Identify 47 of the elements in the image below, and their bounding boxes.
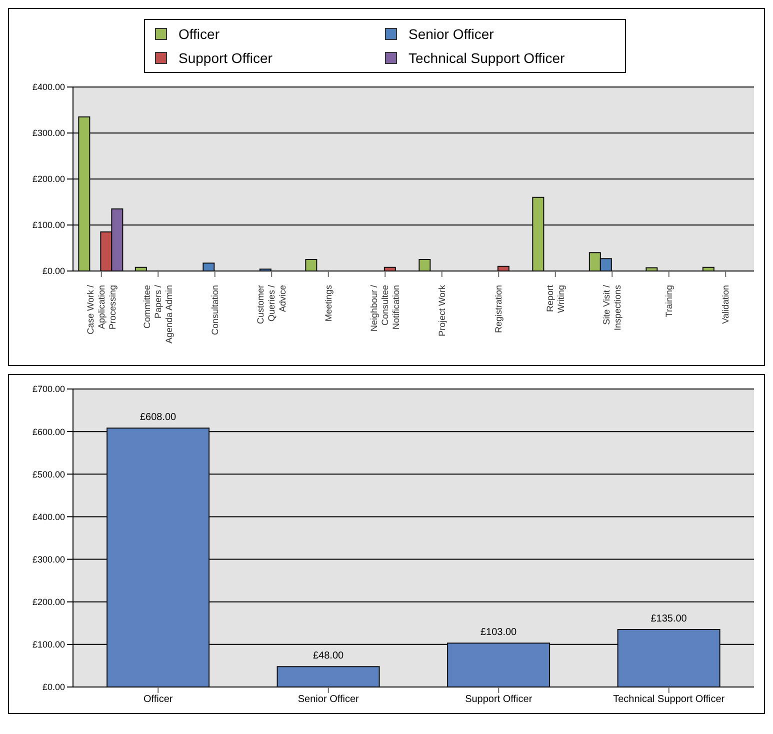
bar bbox=[532, 196, 544, 271]
y-tick-label: £500.00 bbox=[32, 469, 65, 480]
x-tick-label: Meetings bbox=[323, 284, 334, 322]
bar bbox=[276, 666, 380, 687]
x-tick-label: Technical Support Officer bbox=[613, 694, 726, 706]
y-tick-label: £400.00 bbox=[32, 82, 65, 92]
legend-label: Senior Officer bbox=[408, 26, 494, 42]
bar bbox=[447, 642, 550, 687]
x-tick-label: Project Work bbox=[436, 284, 447, 336]
y-tick-label: £600.00 bbox=[32, 426, 65, 437]
legend-label: Officer bbox=[178, 26, 220, 42]
y-tick-label: £0.00 bbox=[42, 266, 65, 276]
bar bbox=[497, 266, 510, 271]
y-tick-label: £300.00 bbox=[32, 554, 65, 564]
data-label: £48.00 bbox=[313, 650, 344, 662]
x-tick-label: Senior Officer bbox=[298, 694, 360, 706]
x-tick-label: Site Visit / Inspections bbox=[602, 284, 623, 331]
bar bbox=[418, 259, 431, 271]
x-tick-label: Training bbox=[664, 285, 674, 318]
x-tick-label: Validation bbox=[720, 285, 731, 324]
x-tick-label: Case Work / Application Processing bbox=[85, 284, 118, 334]
y-tick-label: £700.00 bbox=[32, 384, 65, 394]
x-tick-label: Support Officer bbox=[465, 694, 533, 706]
y-tick-label: £300.00 bbox=[32, 128, 65, 138]
data-label: £135.00 bbox=[650, 614, 688, 625]
legend-label: Support Officer bbox=[178, 50, 272, 66]
x-tick-label: Registration bbox=[494, 285, 504, 334]
x-tick-label: Customer Queries / Advice bbox=[256, 284, 288, 324]
x-tick-label: Report Writing bbox=[544, 284, 566, 313]
x-tick-label: Neighbour / Consultee Notification bbox=[369, 284, 402, 332]
x-tick-label: Consultation bbox=[210, 285, 220, 336]
y-tick-label: £100.00 bbox=[32, 640, 65, 650]
bar bbox=[78, 116, 90, 271]
y-tick-label: £200.00 bbox=[32, 597, 65, 608]
y-tick-label: £100.00 bbox=[32, 220, 65, 230]
y-tick-label: £400.00 bbox=[32, 512, 65, 522]
legend-label: Technical Support Officer bbox=[408, 50, 565, 66]
bar bbox=[106, 428, 210, 687]
bar bbox=[202, 262, 215, 271]
y-tick-label: £0.00 bbox=[42, 682, 65, 692]
bar bbox=[305, 259, 318, 271]
data-label: £608.00 bbox=[140, 412, 177, 424]
y-tick-label: £200.00 bbox=[32, 174, 65, 184]
x-tick-label: Committee Papers / Agenda Admin bbox=[142, 284, 174, 344]
bar bbox=[617, 629, 720, 687]
data-label: £103.00 bbox=[480, 627, 518, 638]
x-tick-label: Officer bbox=[143, 694, 174, 706]
